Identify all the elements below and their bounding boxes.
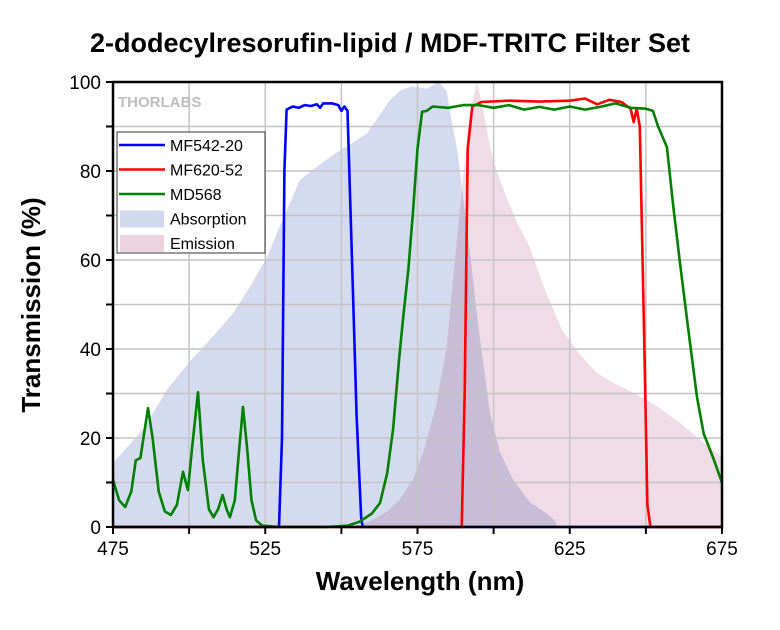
chart-title: 2-dodecylresorufin-lipid / MDF-TRITC Fil… xyxy=(89,28,691,58)
x-tick-label: 475 xyxy=(97,539,129,560)
axes: 475 525 575 625 675 0 20 40 60 80 100 xyxy=(69,73,738,560)
legend-box xyxy=(116,131,266,254)
x-axis-label: Wavelength (nm) xyxy=(316,566,524,596)
x-tick-label: 575 xyxy=(402,539,434,560)
legend-label-emission: Emission xyxy=(170,236,235,253)
y-tick-label: 60 xyxy=(80,251,101,272)
y-tick-label: 80 xyxy=(80,162,101,183)
y-tick-label: 40 xyxy=(80,340,101,361)
legend-label-absorption: Absorption xyxy=(170,212,247,229)
y-tick-label: 0 xyxy=(90,518,101,539)
thorlabs-watermark: THORLABS xyxy=(118,94,201,111)
x-tick-label: 525 xyxy=(249,539,281,560)
legend-swatch-absorption xyxy=(120,210,164,228)
x-tick-label: 675 xyxy=(706,539,738,560)
legend: MF542-20 MF620-52 MD568 Absorption Emission xyxy=(116,131,266,254)
line-series-layer xyxy=(111,97,724,529)
legend-label-md568: MD568 xyxy=(170,187,222,204)
line-md568 xyxy=(111,102,724,529)
legend-label-mf620-52: MF620-52 xyxy=(170,163,243,180)
line-mf620-52 xyxy=(113,97,722,529)
line-mf542-20 xyxy=(113,102,722,529)
y-tick-label: 20 xyxy=(80,429,101,450)
y-axis-label: Transmission (%) xyxy=(16,197,46,412)
x-tick-label: 625 xyxy=(554,539,586,560)
legend-label-mf542-20: MF542-20 xyxy=(170,138,243,155)
legend-swatch-emission xyxy=(120,235,164,252)
y-tick-label: 100 xyxy=(69,73,101,94)
